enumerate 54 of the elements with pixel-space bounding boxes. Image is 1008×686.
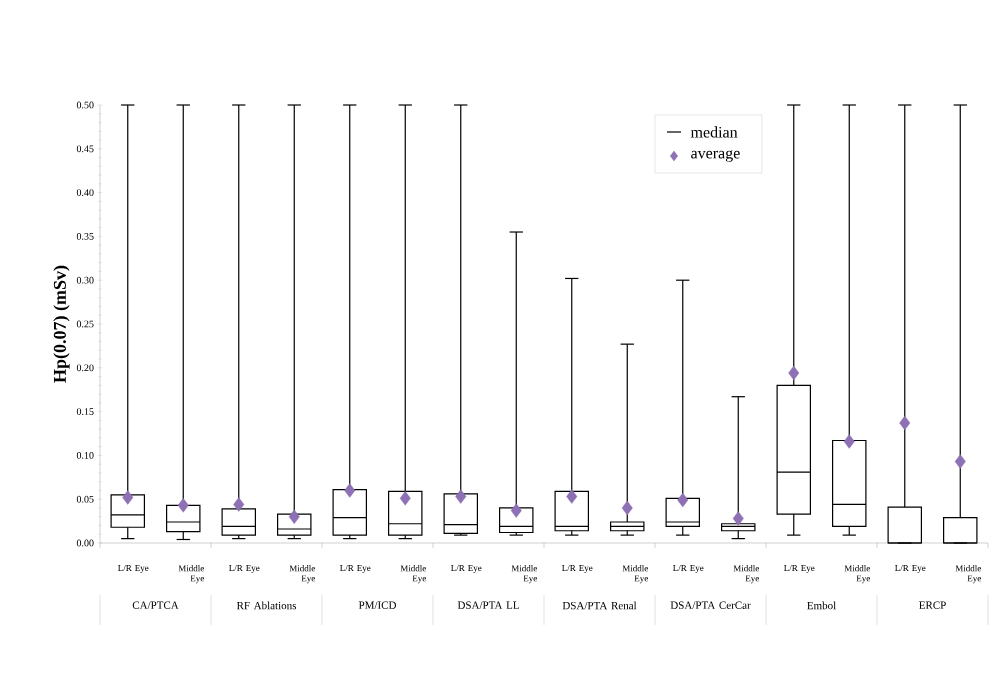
point: [455, 489, 467, 504]
y-tick-label: 0.35: [76, 233, 94, 240]
text: RF Ablations: [236, 601, 297, 610]
y-tick-label: 0.10: [76, 452, 94, 459]
point: [399, 491, 411, 506]
x-tick-label: Middle Eye: [400, 565, 426, 584]
text: CA/PTCA: [132, 601, 179, 609]
legend-label: average: [691, 150, 740, 162]
x-tick-label: L/R Eye: [340, 565, 371, 573]
point: [899, 415, 911, 431]
y-tick-label: 0.20: [76, 364, 94, 372]
point: [788, 365, 800, 381]
point: [566, 489, 578, 504]
point: [510, 503, 522, 518]
text: PM/ICD: [358, 601, 397, 609]
x-tick-label: L/R Eye: [562, 565, 593, 573]
legend-label: median: [690, 126, 738, 138]
x-tick-label: L/R Eye: [784, 565, 815, 573]
y-tick-label: 0.25: [76, 320, 94, 328]
x-tick-label: L/R Eye: [229, 565, 260, 573]
x-tick-label: Middle Eye: [289, 565, 315, 584]
text: DSA/PTA Renal: [562, 601, 637, 610]
point: [732, 511, 744, 526]
point: [177, 498, 189, 513]
text: DSA/PTA CerCar: [670, 601, 751, 609]
x-tick-label: Middle Eye: [622, 565, 648, 584]
x-tick-label: Middle Eye: [178, 565, 204, 584]
y-axis-title: Hp(0.07) (mSv): [53, 265, 70, 383]
y-tick-label: 0.30: [76, 276, 94, 284]
point: [843, 434, 855, 449]
x-tick-label: L/R Eye: [895, 565, 926, 573]
x-tick-label: Middle Eye: [844, 565, 870, 584]
point: [122, 490, 134, 505]
y-tick-label: 0.40: [76, 189, 94, 196]
point: [621, 500, 633, 516]
text: DSA/PTA LL: [457, 601, 519, 609]
point: [288, 509, 300, 524]
y-tick-label: 0.15: [76, 408, 94, 415]
y-tick-label: 0.00: [76, 539, 94, 547]
x-tick-label: Middle Eye: [511, 565, 537, 584]
point: [344, 483, 356, 498]
point: [954, 454, 966, 469]
text: ERCP: [919, 601, 946, 609]
point: [677, 492, 689, 508]
x-tick-label: L/R Eye: [118, 565, 149, 573]
y-tick-label: 0.45: [76, 145, 94, 153]
x-tick-label: L/R Eye: [451, 565, 482, 573]
x-tick-label: Middle Eye: [733, 565, 759, 584]
x-tick-label: L/R Eye: [673, 565, 704, 573]
y-tick-label: 0.05: [76, 495, 94, 503]
point: [233, 497, 245, 512]
text: Embol: [807, 601, 836, 610]
x-tick-label: Middle Eye: [955, 565, 981, 584]
y-tick-label: 0.50: [76, 101, 94, 109]
